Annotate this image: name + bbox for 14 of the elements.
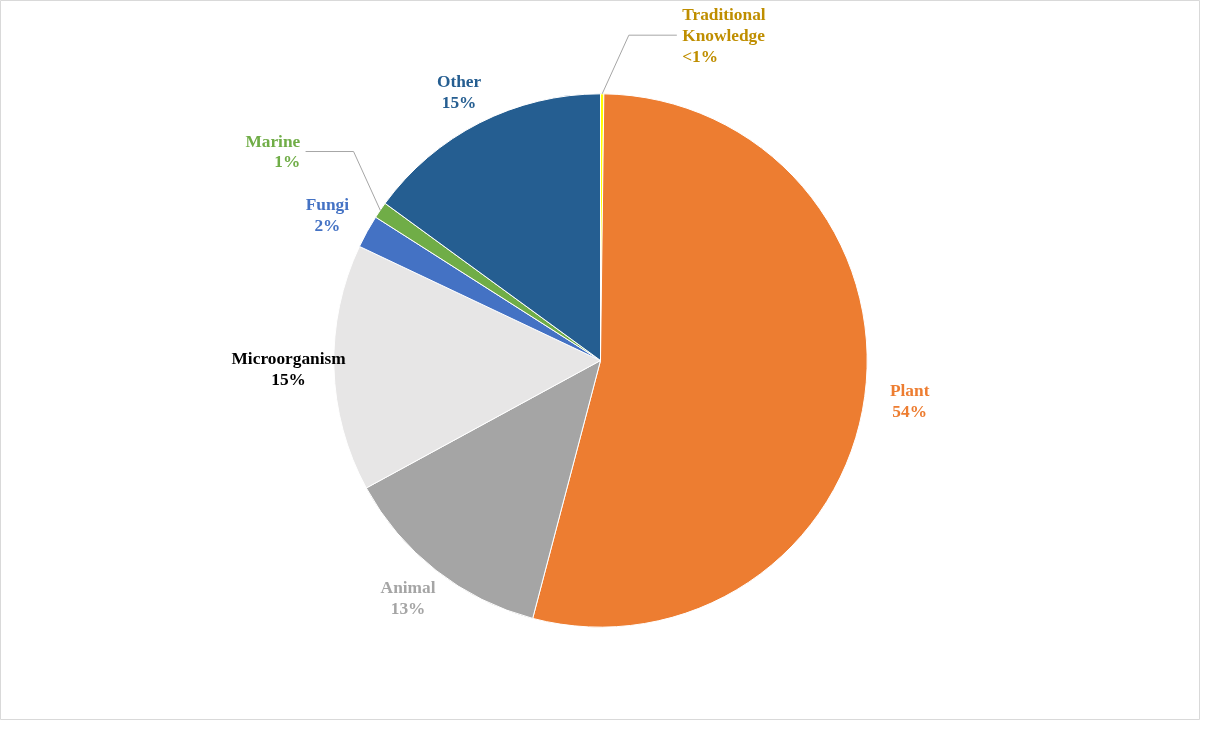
data-label: 13% [390, 598, 426, 618]
data-label: 15% [441, 92, 477, 112]
data-label: <1% [682, 46, 719, 66]
slice-label: Plant [889, 381, 930, 401]
slice-label: Animal [380, 577, 436, 597]
data-label: 15% [271, 369, 306, 389]
slice-label: Fungi [305, 194, 350, 214]
slice-label: Marine [245, 131, 301, 151]
data-label: 1% [274, 152, 301, 172]
slice-label: Traditional Knowledge [682, 4, 766, 45]
data-label: 54% [892, 401, 927, 421]
slice-label: Other [436, 71, 482, 91]
slice-label: Microorganism [231, 349, 347, 369]
data-label: 2% [314, 215, 341, 235]
